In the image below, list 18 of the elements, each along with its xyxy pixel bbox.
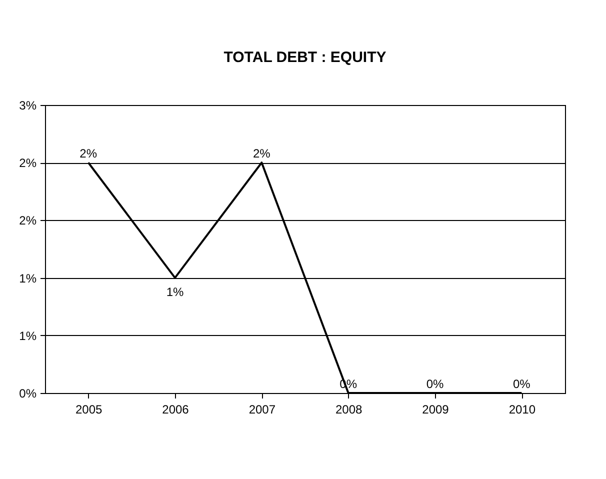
x-tick-label: 2008 [335, 402, 363, 416]
y-tick-label: 0% [19, 386, 37, 400]
x-tick-label: 2007 [248, 402, 276, 416]
y-tick-label: 3% [19, 98, 37, 112]
x-tick-label: 2006 [162, 402, 190, 416]
data-label: 0% [512, 377, 531, 391]
chart-title: TOTAL DEBT : EQUITY [224, 49, 386, 66]
x-tick-label: 2005 [75, 402, 103, 416]
data-label: 2% [80, 146, 98, 161]
data-label: 2% [252, 146, 271, 161]
x-tick-label: 2010 [508, 402, 536, 416]
y-tick-label: 2% [19, 156, 37, 170]
y-tick-label: 1% [19, 271, 37, 286]
data-label: 0% [426, 377, 444, 391]
data-label: 1% [166, 284, 184, 299]
y-tick-label: 2% [19, 214, 37, 228]
y-tick-label: 1% [19, 328, 37, 343]
x-tick-label: 2009 [422, 402, 450, 416]
